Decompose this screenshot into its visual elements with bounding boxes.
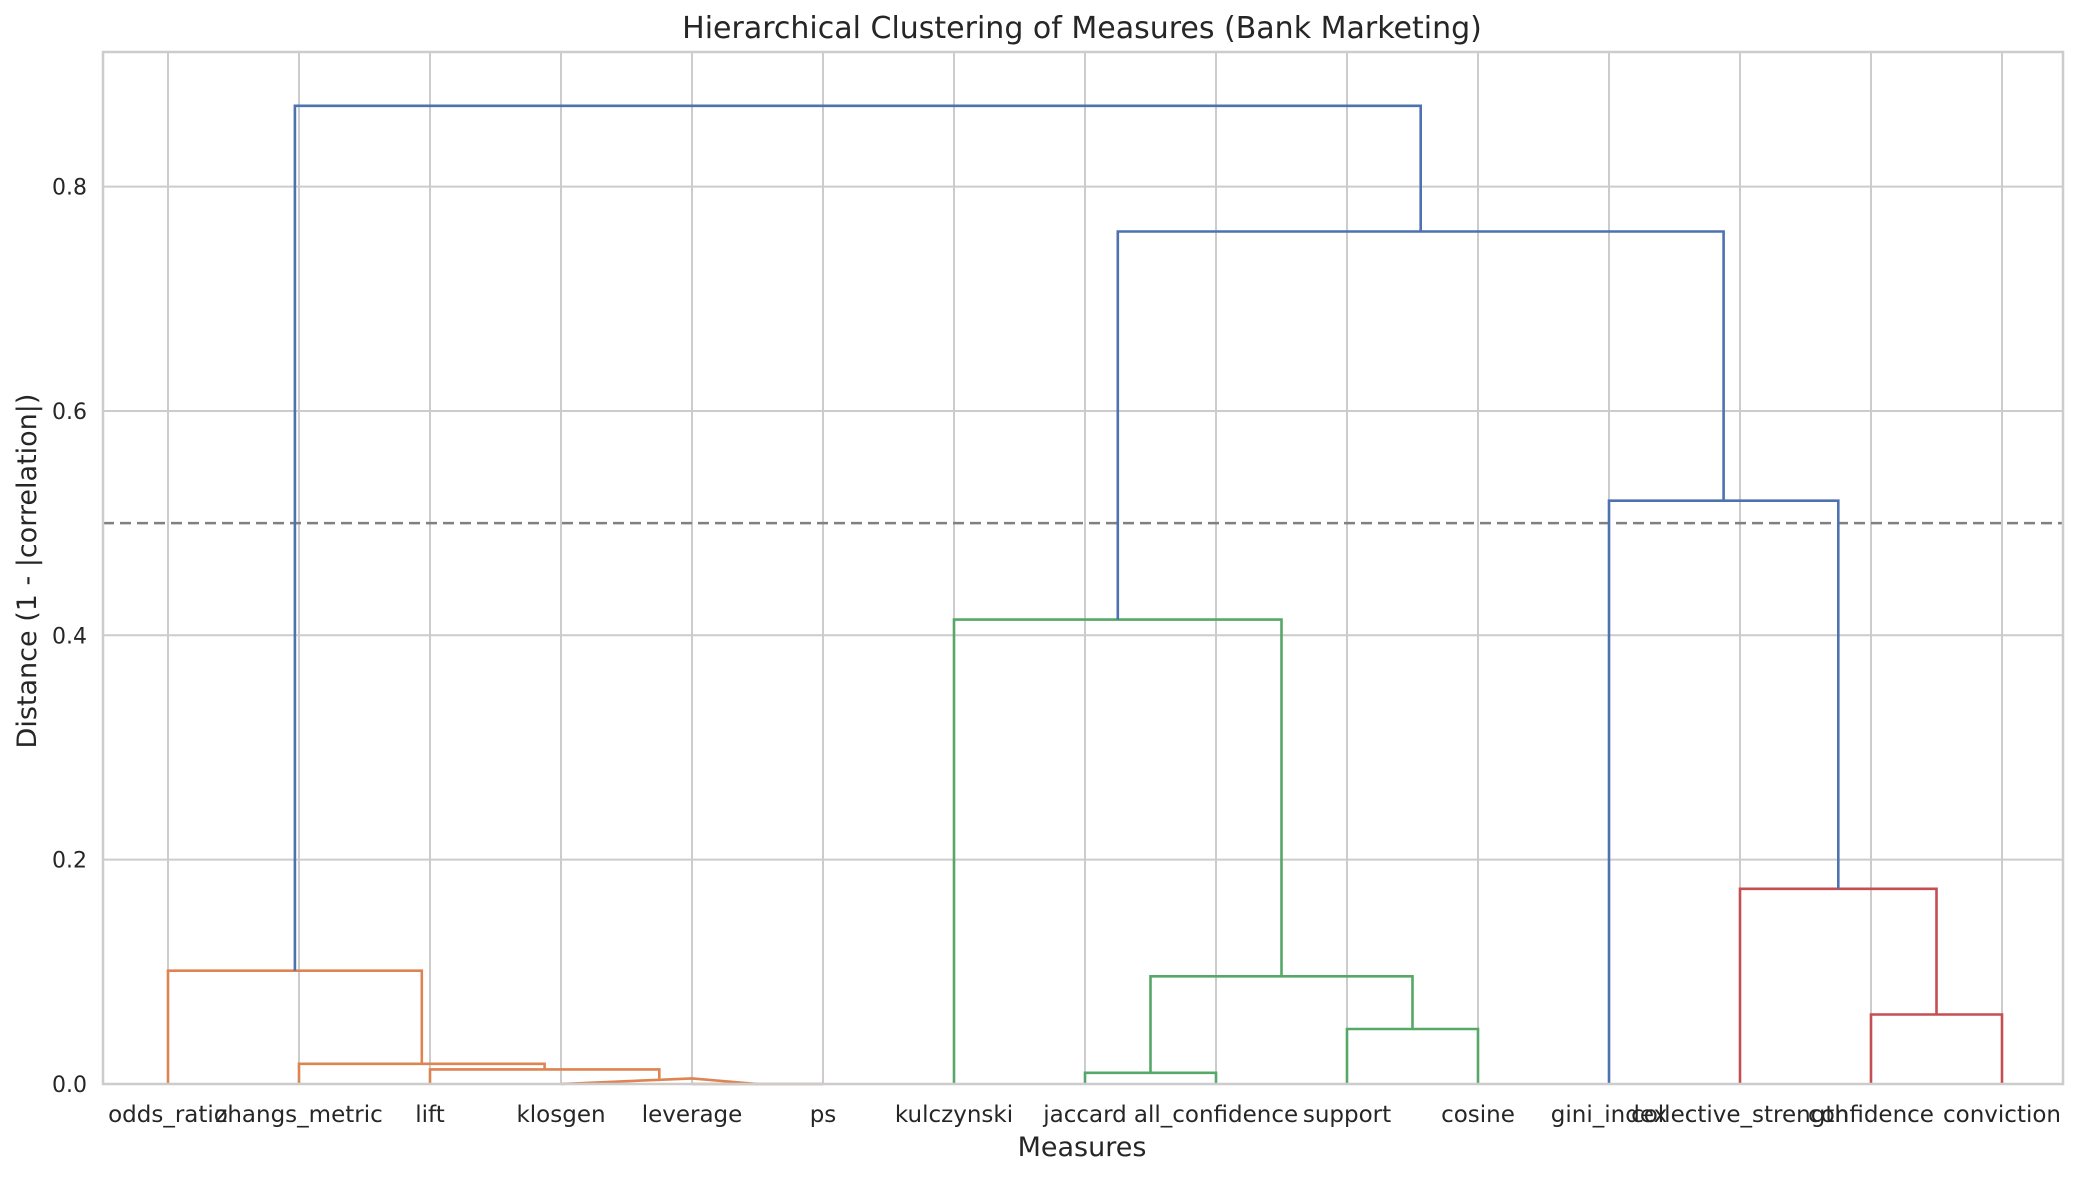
chart-title: Hierarchical Clustering of Measures (Ban… — [682, 11, 1482, 46]
x-axis-label: Measures — [1018, 1132, 1147, 1163]
plot-frame — [101, 50, 2065, 1086]
x-tick-label: klosgen — [516, 1102, 605, 1128]
x-tick-label: odds_ratio — [108, 1102, 228, 1128]
x-tick-label: cosine — [1441, 1102, 1515, 1128]
x-tick-label: kulczynski — [895, 1102, 1013, 1128]
y-axis-label: Distance (1 - |correlation|) — [12, 394, 43, 749]
cluster-link-orange — [560, 1077, 758, 1086]
y-tick-label: 0.6 — [52, 400, 87, 425]
y-tick-label: 0.2 — [52, 849, 87, 874]
dendrogram-links — [166, 104, 2004, 1086]
y-tick-labels: 0.0 0.2 0.4 0.6 0.8 — [52, 176, 87, 1098]
x-tick-label: gini_index — [1551, 1102, 1667, 1128]
grid-lines — [103, 52, 2063, 1085]
x-tick-label: leverage — [642, 1102, 743, 1128]
x-tick-label: zhangs_metric — [215, 1102, 382, 1128]
x-tick-label: jaccard — [1042, 1102, 1127, 1128]
x-tick-label: conviction — [1943, 1102, 2061, 1128]
x-tick-label: ps — [810, 1102, 837, 1128]
cluster-link-blue — [293, 104, 1422, 971]
x-tick-label: confidence — [1808, 1102, 1934, 1128]
y-tick-label: 0.0 — [52, 1073, 87, 1098]
y-tick-label: 0.4 — [52, 624, 87, 649]
x-tick-label: lift — [415, 1102, 445, 1128]
x-tick-label: all_confidence — [1134, 1102, 1298, 1128]
x-tick-label: collective_strength — [1631, 1102, 1849, 1128]
x-tick-label: support — [1303, 1102, 1391, 1128]
y-tick-label: 0.8 — [52, 176, 87, 201]
